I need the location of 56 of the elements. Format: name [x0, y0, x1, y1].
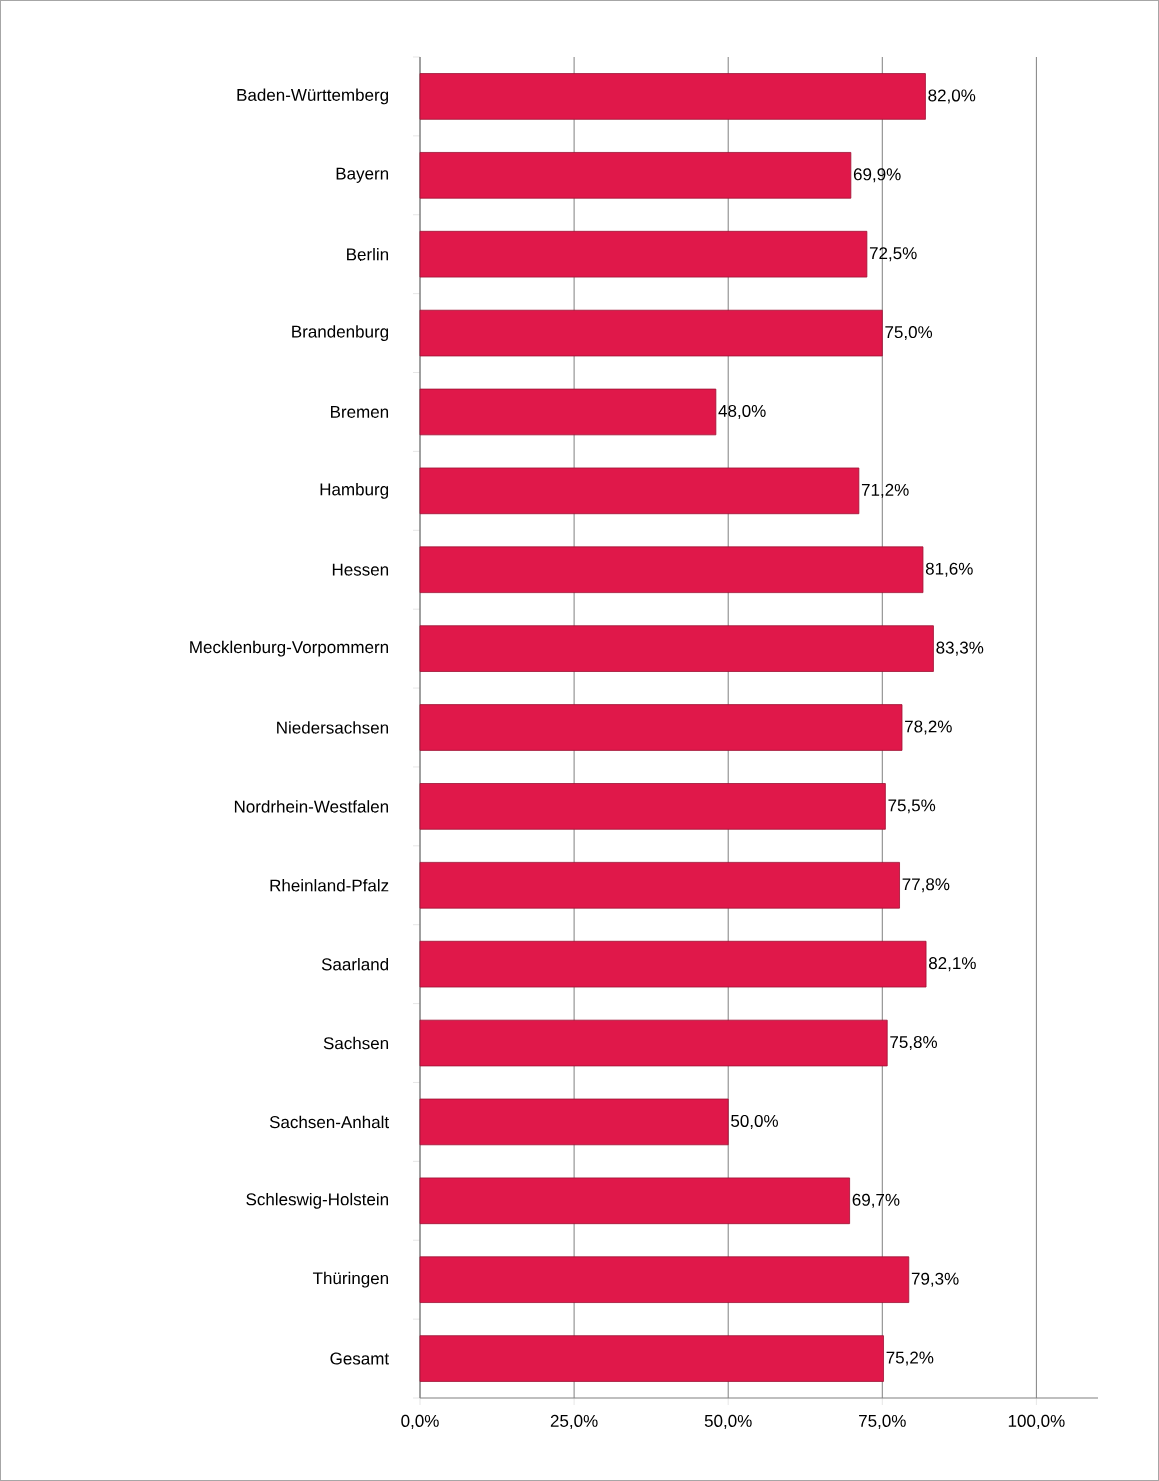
x-tick-label: 100,0%: [1008, 1414, 1065, 1429]
bar: [419, 861, 900, 909]
y-tick-label: Baden-Württemberg: [237, 88, 389, 105]
y-tick-label: Sachsen: [323, 1036, 389, 1050]
bar: [419, 625, 934, 672]
y-tick-label: Niedersachsen: [277, 721, 389, 734]
data-label: 75,5%: [888, 799, 936, 814]
data-label: 72,5%: [869, 247, 917, 262]
bar: [419, 783, 886, 830]
x-tick-label: 75,0%: [859, 1414, 906, 1429]
y-tick-label: Bremen: [331, 406, 389, 418]
bar: [419, 1098, 729, 1146]
bar: [419, 1256, 910, 1303]
bar: [419, 388, 717, 436]
bar: [419, 73, 926, 120]
x-tick-label: 50,0%: [704, 1414, 752, 1429]
data-label: 75,0%: [885, 326, 933, 341]
bar: [419, 309, 883, 357]
data-label: 81,6%: [925, 562, 973, 577]
data-label: 78,2%: [905, 720, 952, 735]
data-label: 79,3%: [911, 1272, 959, 1287]
y-tick-label: Thüringen: [312, 1271, 389, 1288]
bar: [419, 1019, 888, 1067]
data-label: 71,2%: [861, 483, 909, 498]
data-label: 75,2%: [886, 1351, 934, 1366]
data-label: 50,0%: [731, 1114, 778, 1129]
bar: [419, 152, 852, 199]
data-label: 69,7%: [852, 1193, 900, 1208]
y-tick-label: Sachsen-Anhalt: [269, 1115, 389, 1129]
y-tick-label: Schleswig-Holstein: [246, 1192, 388, 1209]
bar: [419, 1177, 851, 1225]
data-label: 77,8%: [902, 878, 950, 893]
y-tick-label: Saarland: [321, 957, 389, 971]
y-tick-label: Gesamt: [330, 1352, 390, 1365]
bar: [419, 1335, 884, 1382]
y-tick-label: Berlin: [347, 247, 389, 261]
bar: [419, 230, 868, 278]
data-label: 83,3%: [936, 641, 984, 656]
bar: [419, 546, 924, 594]
y-tick-label: Rheinland-Pfalz: [270, 879, 389, 892]
x-tick-label: 0,0%: [401, 1414, 439, 1429]
x-tick-label: 25,0%: [550, 1414, 598, 1429]
y-tick-label: Nordrhein-Westfalen: [234, 800, 389, 813]
bar: [419, 467, 860, 515]
data-label: 69,9%: [853, 168, 901, 183]
data-label: 82,0%: [928, 89, 976, 104]
data-label: 75,8%: [890, 1036, 938, 1051]
y-tick-label: Bayern: [336, 167, 389, 183]
data-label: 48,0%: [718, 404, 766, 419]
y-tick-label: Hessen: [332, 563, 389, 576]
bar: [419, 704, 903, 751]
bar: [419, 940, 927, 988]
y-tick-label: Hamburg: [320, 482, 389, 499]
y-tick-label: Brandenburg: [292, 325, 389, 342]
y-tick-label: Mecklenburg-Vorpommern: [190, 640, 388, 657]
data-label: 82,1%: [928, 957, 976, 972]
